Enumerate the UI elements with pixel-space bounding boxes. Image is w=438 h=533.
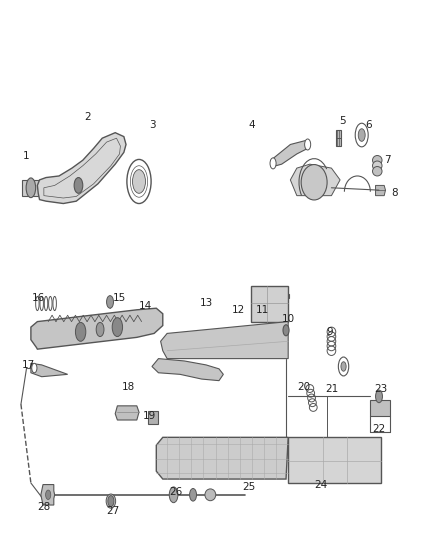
Ellipse shape <box>372 161 382 171</box>
Polygon shape <box>251 286 288 321</box>
Text: 12: 12 <box>232 305 245 315</box>
Text: 6: 6 <box>365 120 371 130</box>
Polygon shape <box>288 438 381 483</box>
Polygon shape <box>283 294 289 298</box>
Polygon shape <box>161 321 288 359</box>
Circle shape <box>283 325 289 336</box>
Text: 23: 23 <box>374 384 388 393</box>
Polygon shape <box>152 359 223 381</box>
Circle shape <box>96 322 104 336</box>
Polygon shape <box>271 141 310 166</box>
Text: 16: 16 <box>32 293 45 303</box>
Text: 25: 25 <box>243 482 256 492</box>
Circle shape <box>375 390 382 403</box>
Circle shape <box>270 158 276 169</box>
Polygon shape <box>156 438 288 479</box>
Text: 1: 1 <box>23 151 30 161</box>
Ellipse shape <box>372 156 382 165</box>
Text: 8: 8 <box>391 188 397 198</box>
Text: 2: 2 <box>84 112 90 122</box>
Circle shape <box>341 362 346 371</box>
Text: 14: 14 <box>139 301 152 311</box>
Polygon shape <box>290 164 340 196</box>
Circle shape <box>46 490 51 499</box>
Ellipse shape <box>26 178 35 198</box>
Text: 9: 9 <box>326 327 332 337</box>
Circle shape <box>112 318 123 336</box>
Text: 3: 3 <box>148 120 155 130</box>
Polygon shape <box>336 130 341 146</box>
Polygon shape <box>31 364 67 377</box>
Circle shape <box>74 177 83 193</box>
Circle shape <box>75 322 86 341</box>
Text: 27: 27 <box>106 505 120 515</box>
Polygon shape <box>37 133 126 204</box>
Text: 19: 19 <box>143 411 156 421</box>
Text: 24: 24 <box>314 480 327 490</box>
Polygon shape <box>41 484 55 505</box>
Polygon shape <box>375 185 385 196</box>
Text: 4: 4 <box>248 120 255 130</box>
Text: 20: 20 <box>297 382 310 392</box>
Text: 15: 15 <box>113 293 126 303</box>
Circle shape <box>108 496 114 506</box>
Text: 11: 11 <box>256 305 269 315</box>
Polygon shape <box>148 410 158 424</box>
Text: 22: 22 <box>372 424 385 434</box>
Ellipse shape <box>205 489 216 500</box>
Polygon shape <box>31 308 163 349</box>
Circle shape <box>133 169 145 193</box>
Text: 10: 10 <box>282 314 295 324</box>
Text: 21: 21 <box>325 384 338 393</box>
Ellipse shape <box>372 166 382 176</box>
Text: 18: 18 <box>122 382 135 392</box>
Circle shape <box>32 364 37 373</box>
Circle shape <box>106 296 113 308</box>
Circle shape <box>190 489 197 501</box>
Circle shape <box>169 487 178 503</box>
Text: 13: 13 <box>199 298 213 309</box>
Circle shape <box>304 139 311 150</box>
Text: 7: 7 <box>384 155 391 165</box>
Circle shape <box>358 129 365 141</box>
Polygon shape <box>371 400 390 416</box>
Polygon shape <box>115 406 139 420</box>
Ellipse shape <box>106 494 116 508</box>
Text: 5: 5 <box>339 116 346 126</box>
Text: 26: 26 <box>169 488 182 497</box>
Text: 17: 17 <box>22 360 35 370</box>
Ellipse shape <box>301 165 327 200</box>
Polygon shape <box>22 180 39 196</box>
Text: 28: 28 <box>37 502 50 512</box>
